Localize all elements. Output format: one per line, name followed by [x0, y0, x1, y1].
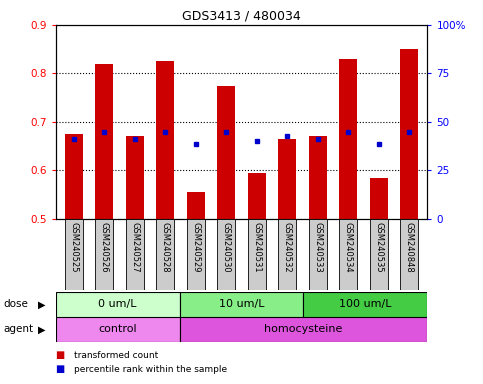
Text: 10 um/L: 10 um/L	[219, 299, 264, 310]
Text: GSM240531: GSM240531	[252, 222, 261, 273]
Bar	[95, 64, 114, 219]
Bar	[339, 59, 357, 219]
Text: GSM240527: GSM240527	[130, 222, 139, 273]
Text: GSM240525: GSM240525	[70, 222, 78, 273]
Bar	[369, 219, 388, 290]
Bar	[278, 139, 297, 219]
Text: ■: ■	[56, 364, 65, 374]
Bar	[65, 219, 83, 290]
Text: GSM240530: GSM240530	[222, 222, 231, 273]
Bar	[309, 136, 327, 219]
Bar	[186, 219, 205, 290]
Bar	[303, 292, 427, 317]
Bar	[248, 219, 266, 290]
Text: GSM240534: GSM240534	[344, 222, 353, 273]
Bar	[180, 292, 303, 317]
Bar	[400, 49, 418, 219]
Text: ▶: ▶	[38, 299, 45, 310]
Text: agent: agent	[4, 324, 34, 334]
Bar	[278, 219, 297, 290]
Text: dose: dose	[4, 299, 29, 310]
Text: GSM240528: GSM240528	[161, 222, 170, 273]
Bar	[217, 219, 235, 290]
Text: homocysteine: homocysteine	[264, 324, 342, 334]
Text: 0 um/L: 0 um/L	[98, 299, 137, 310]
Bar	[339, 219, 357, 290]
Text: GSM240533: GSM240533	[313, 222, 322, 273]
Bar	[309, 219, 327, 290]
Text: ▶: ▶	[38, 324, 45, 334]
Text: GSM240535: GSM240535	[374, 222, 383, 273]
Bar	[217, 86, 235, 219]
Text: 100 um/L: 100 um/L	[339, 299, 392, 310]
Text: percentile rank within the sample: percentile rank within the sample	[74, 365, 227, 374]
Bar	[400, 219, 418, 290]
Text: GDS3413 / 480034: GDS3413 / 480034	[182, 10, 301, 23]
Bar	[156, 219, 174, 290]
Bar	[248, 173, 266, 219]
Text: ■: ■	[56, 350, 65, 360]
Text: control: control	[98, 324, 137, 334]
Bar	[65, 134, 83, 219]
Bar	[186, 192, 205, 219]
Bar	[126, 219, 144, 290]
Bar	[369, 178, 388, 219]
Bar	[126, 136, 144, 219]
Text: GSM240848: GSM240848	[405, 222, 413, 273]
Text: GSM240532: GSM240532	[283, 222, 292, 273]
Text: GSM240529: GSM240529	[191, 222, 200, 273]
Bar	[180, 317, 427, 342]
Text: transformed count: transformed count	[74, 351, 158, 360]
Bar	[56, 292, 180, 317]
Bar	[156, 61, 174, 219]
Text: GSM240526: GSM240526	[100, 222, 109, 273]
Bar	[56, 317, 180, 342]
Bar	[95, 219, 114, 290]
